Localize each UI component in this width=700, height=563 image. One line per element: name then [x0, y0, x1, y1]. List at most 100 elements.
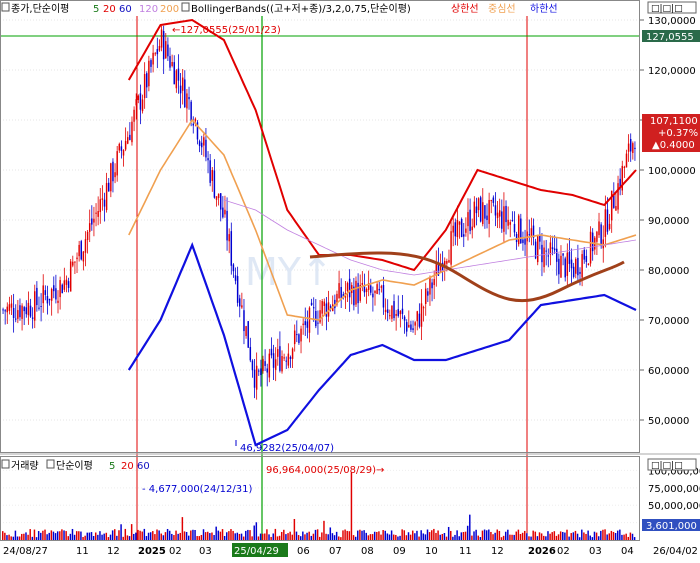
- candle-body: [158, 46, 161, 51]
- candle-body: [139, 93, 142, 110]
- volume-bar: [25, 532, 27, 540]
- volume-grid: [0, 469, 640, 524]
- volume-bar: [414, 533, 416, 540]
- candle-body: [393, 301, 395, 319]
- volume-bar: [204, 532, 207, 540]
- volume-bar: [90, 532, 93, 540]
- volume-bar: [149, 532, 152, 540]
- volume-bar: [447, 526, 450, 540]
- candle-body: [536, 236, 539, 263]
- candle-body: [615, 206, 617, 211]
- volume-bar: [610, 530, 613, 540]
- candle-body: [319, 310, 321, 323]
- volume-bar: [519, 533, 522, 540]
- candle-body: [207, 158, 209, 161]
- volume-bar: [547, 531, 549, 540]
- price-tick-label: 100,0000: [648, 166, 696, 177]
- volume-bar: [335, 531, 338, 540]
- candle-body: [427, 291, 429, 296]
- volume-bar: [452, 536, 454, 540]
- candle-body: [103, 199, 106, 207]
- candle-body: [579, 271, 581, 274]
- volume-bar: [321, 532, 323, 540]
- candle-body: [338, 283, 340, 299]
- volume-bar: [86, 532, 89, 540]
- candle-body: [55, 288, 57, 300]
- candle-body: [69, 261, 72, 292]
- candle-body: [72, 261, 74, 266]
- volume-bar: [97, 534, 99, 540]
- volume-bar: [221, 529, 224, 540]
- volume-bar: [380, 534, 382, 540]
- candle-body: [34, 291, 36, 321]
- volume-bar: [128, 536, 131, 540]
- candle-body: [501, 211, 503, 229]
- volume-bar: [454, 534, 456, 540]
- candle-body: [48, 298, 51, 301]
- checkbox-volume[interactable]: [1, 459, 10, 469]
- volume-bar: [198, 536, 201, 540]
- volume-bar: [103, 533, 105, 540]
- candle-body: [587, 263, 590, 266]
- volume-bar: [211, 532, 213, 540]
- candle-body: [127, 137, 129, 144]
- volume-bar: [633, 537, 636, 540]
- volume-bar: [232, 530, 234, 540]
- candle-body: [50, 288, 53, 301]
- volume-bar: [297, 535, 300, 540]
- candle-body: [572, 266, 575, 277]
- candle-body: [93, 218, 95, 223]
- candle-body: [359, 284, 361, 301]
- volume-bar: [498, 530, 501, 540]
- volume-bar: [114, 529, 116, 540]
- volume-bar: [593, 531, 596, 540]
- candle-body: [515, 234, 518, 243]
- volume-bar: [333, 535, 336, 540]
- candle-body: [488, 199, 490, 224]
- volume-bar: [488, 529, 490, 540]
- volume-bar: [162, 535, 165, 540]
- price-header: 종가,단순이평 5 20 60 120 200 BollingerBands((…: [1, 2, 558, 15]
- candle-body: [507, 219, 509, 226]
- checkbox-bollinger[interactable]: [181, 2, 190, 12]
- candle-body: [44, 290, 47, 295]
- candle-body: [577, 257, 579, 276]
- candle-body: [471, 226, 473, 231]
- volume-bar: [386, 533, 389, 540]
- checkbox-close-ma[interactable]: [1, 2, 10, 12]
- volume-bar: [395, 534, 397, 540]
- volume-bar: [475, 529, 477, 540]
- candle-body: [467, 212, 469, 227]
- volume-scale-button[interactable]: [647, 458, 697, 471]
- candle-body: [262, 359, 264, 372]
- candle-body: [342, 294, 345, 297]
- volume-bar: [116, 535, 118, 540]
- candle-body: [321, 301, 323, 314]
- candle-body: [190, 101, 192, 122]
- candle-body: [517, 215, 520, 245]
- price-scale-button[interactable]: [647, 1, 697, 14]
- candle-body: [84, 239, 87, 253]
- candle-body: [146, 73, 148, 88]
- checkbox-volume-ma[interactable]: [46, 459, 55, 469]
- volume-bar: [621, 534, 623, 540]
- volume-bar: [139, 530, 141, 540]
- candle-body: [418, 313, 421, 327]
- volume-bar: [56, 531, 59, 540]
- volume-bar: [54, 533, 57, 540]
- candle-body: [184, 79, 186, 108]
- volume-bar: [78, 531, 80, 540]
- volume-bar: [42, 530, 44, 540]
- volume-bar: [371, 534, 374, 540]
- volume-bar: [135, 532, 137, 540]
- candle-body: [623, 166, 626, 168]
- candle-body: [503, 206, 505, 232]
- volume-bar: [283, 529, 285, 540]
- price-tick-label: 60,0000: [648, 366, 689, 377]
- volume-bar: [50, 530, 53, 540]
- candle-body: [264, 361, 266, 366]
- volume-bar: [536, 536, 539, 540]
- candle-body: [42, 285, 44, 304]
